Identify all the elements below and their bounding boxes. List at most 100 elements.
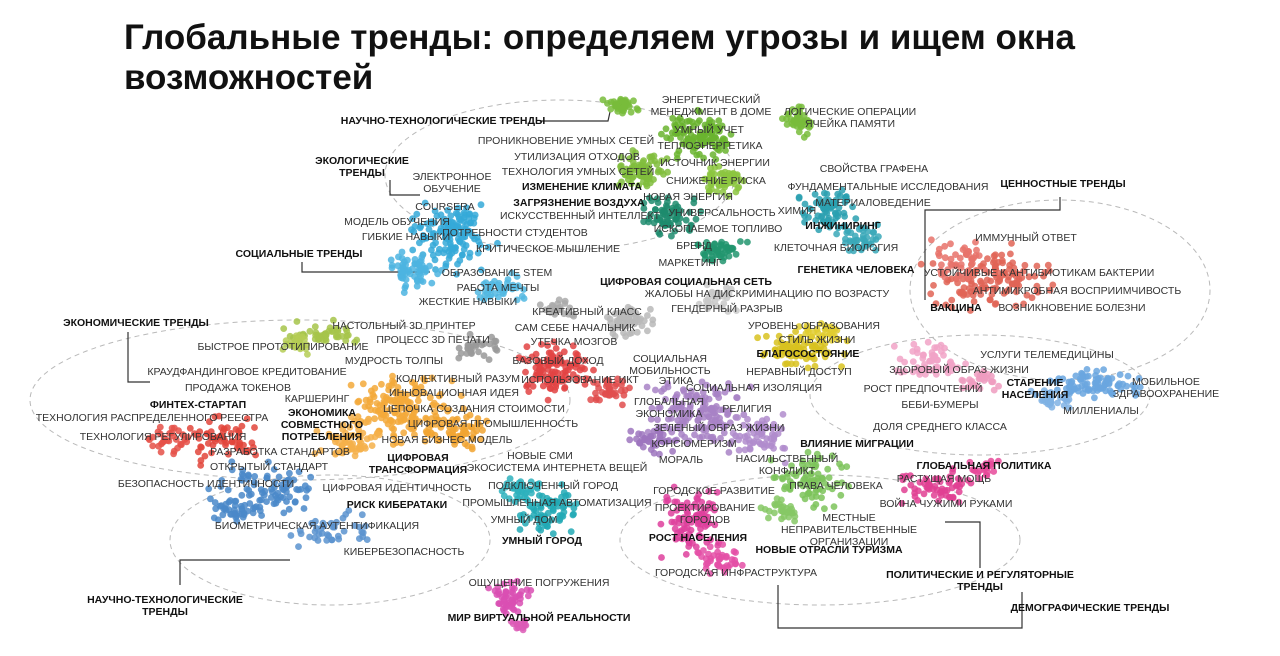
trend-item-label-line: ОБУЧЕНИЕ <box>423 183 481 195</box>
cluster-dot <box>956 288 963 296</box>
cluster-dot <box>821 505 828 513</box>
cluster-dot <box>729 245 737 252</box>
cluster-dot <box>707 181 715 189</box>
trend-item-label-line: БРЕНД <box>676 240 712 252</box>
cluster-dot <box>728 438 736 445</box>
trend-category-label-line: ТРЕНДЫ <box>957 581 1003 593</box>
cluster-dot <box>726 385 734 393</box>
cluster-dot <box>828 336 836 344</box>
cluster-dot <box>423 415 430 423</box>
cluster-dot <box>612 100 620 107</box>
cluster-dot <box>536 358 543 366</box>
cluster-dot <box>970 298 978 305</box>
cluster-dot <box>238 505 246 513</box>
trend-item-label-line: НОВАЯ ЭНЕРГИЯ <box>643 191 733 203</box>
cluster-dot <box>396 414 404 422</box>
cluster-dot <box>746 444 754 452</box>
trend-item-label: ЦИФРОВАЯ ИДЕНТИЧНОСТЬ <box>323 482 472 494</box>
cluster-dot <box>524 592 532 600</box>
cluster-dot <box>654 416 661 424</box>
trend-item-label: ВОЗНИКНОВЕНИЕ БОЛЕЗНИ <box>998 302 1145 314</box>
cluster-dot <box>716 170 724 178</box>
trend-item-label-line: ПРОЕКТИРОВАНИЕ <box>655 502 755 514</box>
cluster-dot <box>691 431 698 439</box>
cluster-dot <box>765 507 773 515</box>
cluster-dot <box>562 368 569 375</box>
cluster-dot <box>521 494 528 502</box>
trend-item-label-line: ОТКРЫТЫЙ СТАНДАРТ <box>210 460 329 473</box>
cluster-dot <box>291 498 299 506</box>
cluster-dot <box>652 206 659 213</box>
cluster-dot <box>197 462 205 469</box>
cluster-dot <box>818 494 825 502</box>
cluster-dot <box>704 432 711 440</box>
trend-item-label-line: ГИБКИЕ НАВЫКИ <box>362 231 450 243</box>
cluster-dot <box>636 439 644 447</box>
cluster-dot <box>942 301 950 309</box>
trend-item-label-line: МЕНЕДЖМЕНТ В ДОМЕ <box>651 106 772 118</box>
cluster-dot <box>673 391 681 398</box>
cluster-dot <box>1079 390 1087 397</box>
cluster-dot <box>515 479 523 487</box>
cluster-dot <box>1116 371 1124 378</box>
cluster-dot <box>551 386 559 394</box>
cluster-dot <box>788 509 796 517</box>
cluster-dot <box>607 105 615 113</box>
cluster-dot <box>1095 375 1102 382</box>
cluster-dot <box>670 483 678 491</box>
cluster-dot <box>872 236 880 243</box>
cluster-dot <box>421 199 429 207</box>
cluster-dot <box>650 176 657 183</box>
cluster-dot <box>155 442 163 450</box>
cluster-dot <box>668 129 676 137</box>
cluster-dot <box>659 431 667 439</box>
cluster-dot <box>516 591 524 599</box>
cluster-dot <box>542 373 550 381</box>
cluster-dot <box>207 495 214 503</box>
trend-item-label-line: ВОЗНИКНОВЕНИЕ БОЛЕЗНИ <box>998 302 1145 314</box>
cluster-dot <box>271 479 278 486</box>
cluster-dot <box>938 347 945 355</box>
trend-item-label: УМНЫЙ УЧЕТ <box>674 123 744 136</box>
trend-item-label-line: ЗЕЛЕНЫЙ ОБРАЗ ЖИЗНИ <box>654 421 785 434</box>
cluster-dot <box>463 350 471 357</box>
cluster-dot <box>986 296 994 304</box>
cluster-dot <box>243 415 251 423</box>
cluster-dot <box>1067 379 1075 386</box>
cluster-dot <box>398 390 406 397</box>
cluster-dot <box>444 223 452 231</box>
cluster-dot <box>431 207 439 215</box>
cluster-dot <box>667 509 675 517</box>
cluster-dot <box>644 327 651 335</box>
trend-item-label-line: ЭТИКА <box>659 375 694 387</box>
cluster-dot <box>544 342 551 349</box>
trend-item-label-line: ЦИФРОВАЯ ИДЕНТИЧНОСТЬ <box>323 482 472 494</box>
cluster-dot <box>681 433 689 441</box>
cluster-dot <box>991 265 999 273</box>
trend-item-label-line: ГОРОДСКОЕ РАЗВИТИЕ <box>653 485 775 497</box>
trend-item-label-line: ТЕПЛОЭНЕРГЕТИКА <box>658 140 763 152</box>
cluster-dot <box>976 385 984 392</box>
cluster-dot <box>989 378 997 386</box>
cluster-dot <box>966 458 974 466</box>
trend-item-label-line: ЗДРАВООХРАНЕНИЕ <box>1113 388 1219 400</box>
cluster-dot <box>157 448 165 456</box>
cluster-dot <box>771 500 779 508</box>
cluster-dot <box>245 491 253 499</box>
cluster-dot <box>565 375 572 382</box>
cluster-dot <box>212 505 220 513</box>
cluster-dot <box>311 450 319 457</box>
cluster-dot <box>525 388 533 395</box>
cluster-dot <box>222 506 230 514</box>
cluster-dot <box>801 475 808 482</box>
cluster-dot <box>646 194 653 202</box>
cluster-dot <box>808 343 816 351</box>
trend-item-label-line: СВОЙСТВА ГРАФЕНА <box>820 162 928 175</box>
cluster-dot <box>729 429 737 437</box>
trend-item-label-line: КОЛЛЕКТИВНЫЙ РАЗУМ <box>396 372 520 385</box>
cluster-dot <box>621 308 629 316</box>
trend-category-label: ДЕМОГРАФИЧЕСКИЕ ТРЕНДЫ <box>1011 602 1170 614</box>
trend-group-label: ФИНТЕХ-СТАРТАП <box>150 399 246 411</box>
trend-item-label-line: ДОЛЯ СРЕДНЕГО КЛАССА <box>873 421 1007 433</box>
trend-item-label-line: ЭНЕРГЕТИЧЕСКИЙ <box>662 93 761 106</box>
